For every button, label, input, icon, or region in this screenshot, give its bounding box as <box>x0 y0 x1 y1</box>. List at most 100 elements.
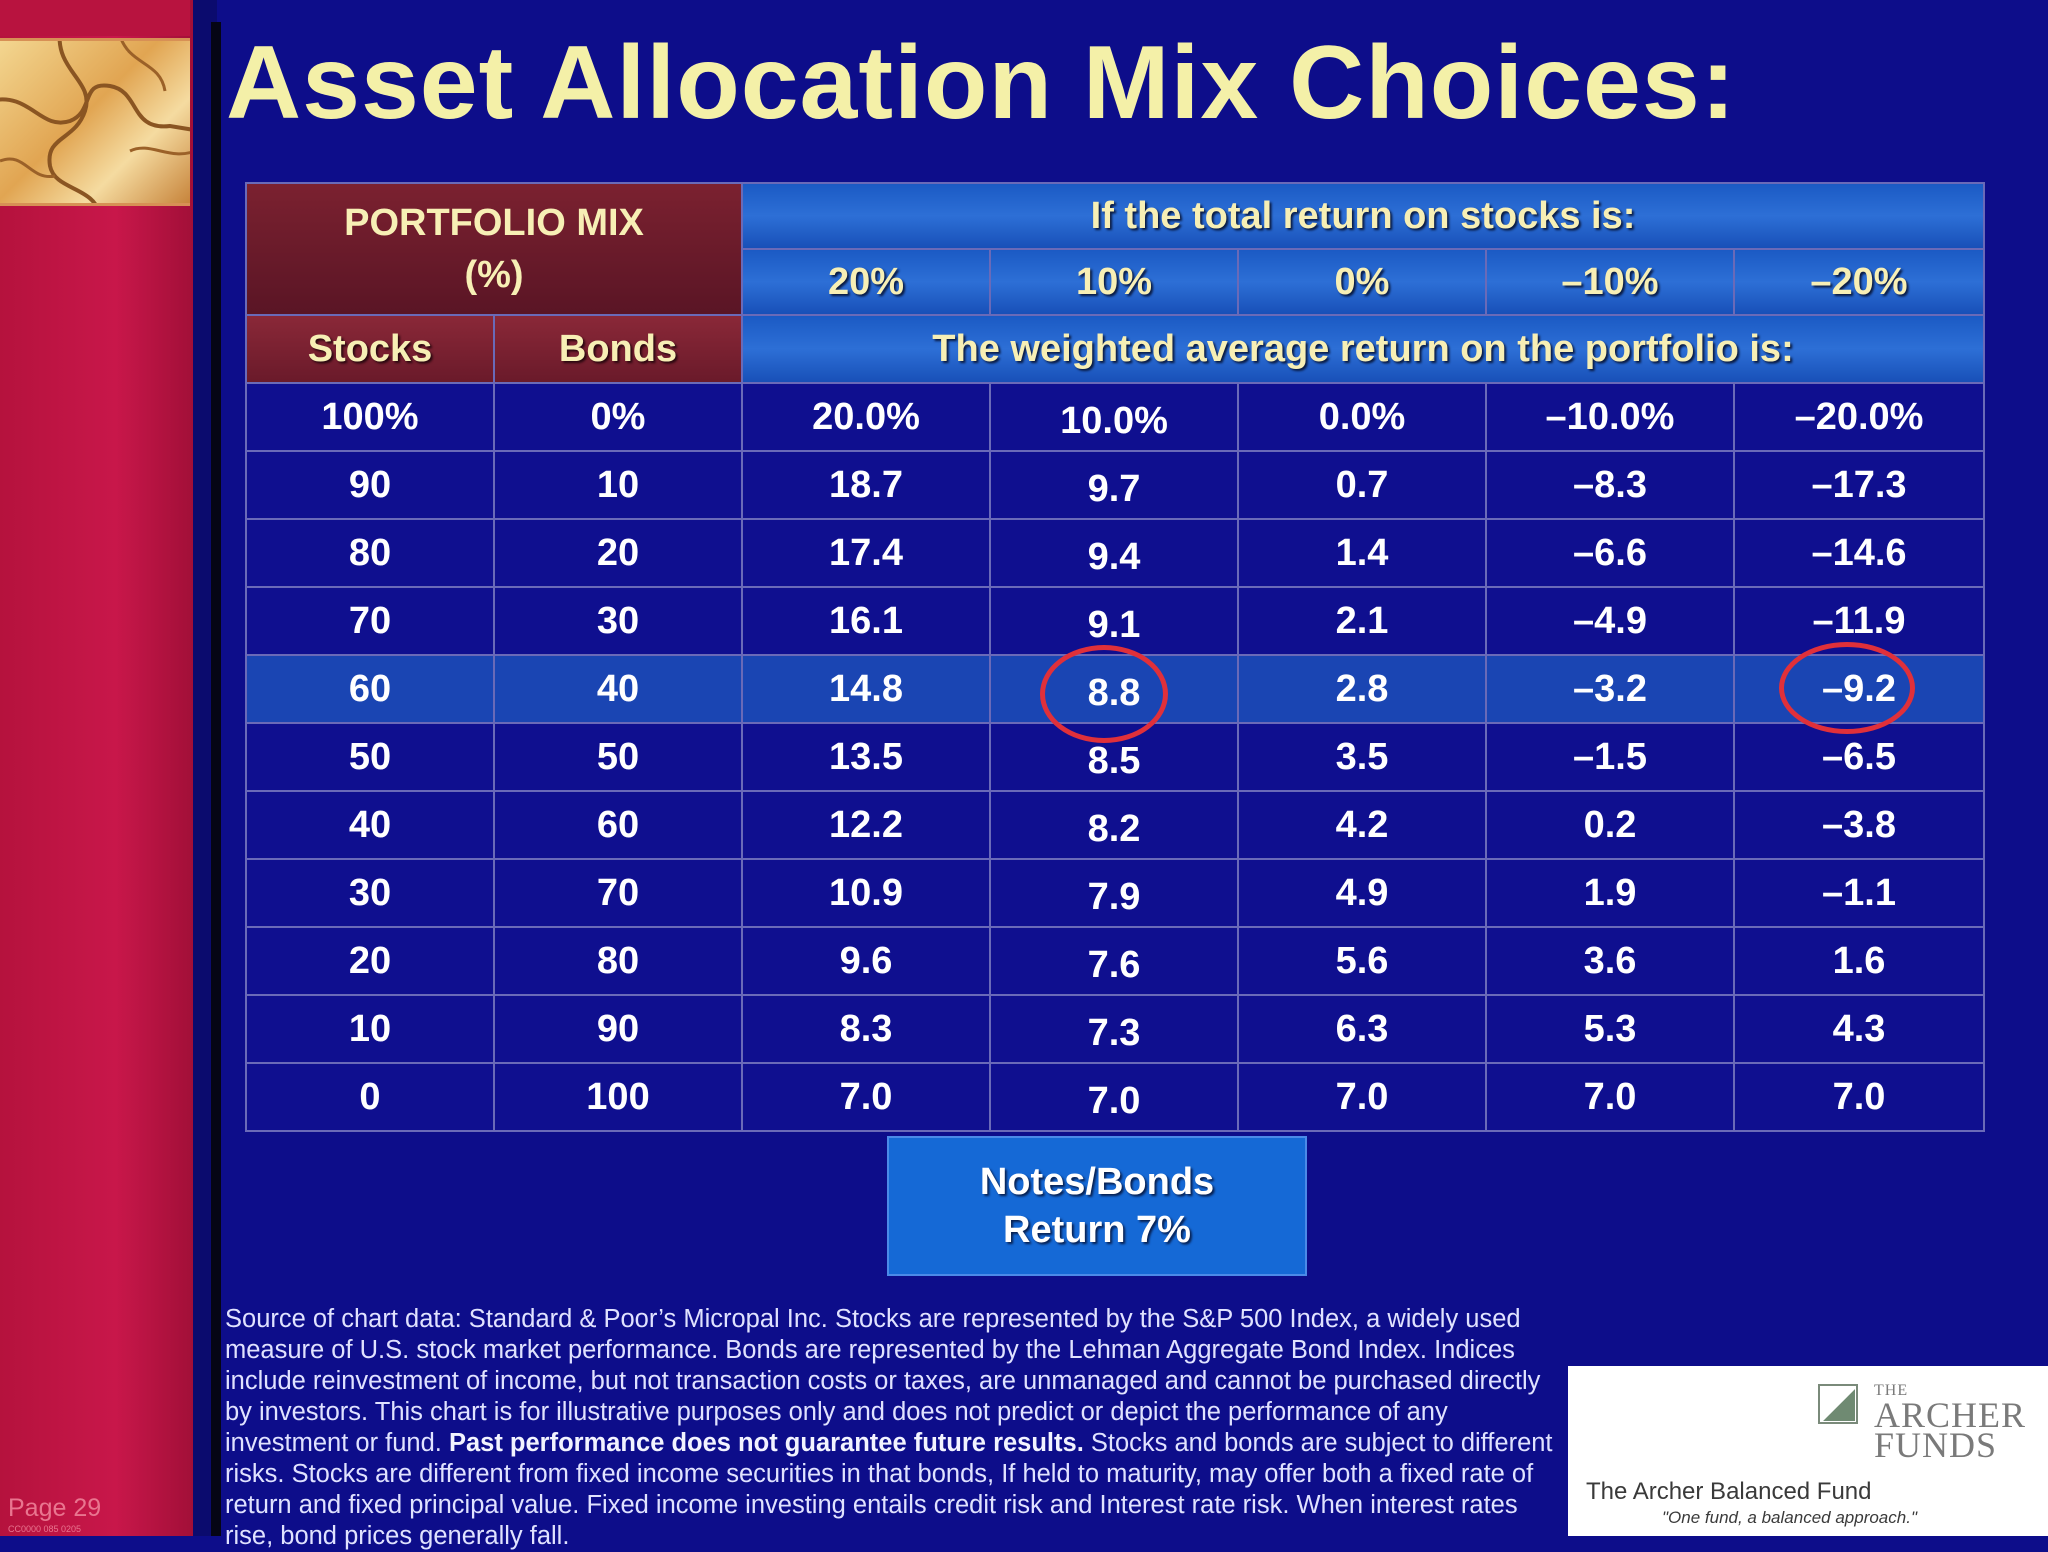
portfolio-mix-header-line1: PORTFOLIO MIX <box>344 202 644 244</box>
bonds-cell: 40 <box>493 654 743 724</box>
weighted-return-header: The weighted average return on the portf… <box>740 314 1986 384</box>
table-row: 40 60 12.2 8.2 4.2 0.2 –3.8 <box>245 790 1986 860</box>
disclaimer-part1: Source of chart data: Standard & Poor’s … <box>225 1305 1541 1457</box>
table-row: 70 30 16.1 9.1 2.1 –4.9 –11.9 <box>245 586 1986 656</box>
return-cell: –6.5 <box>1732 722 1986 792</box>
return-cell: 5.3 <box>1485 994 1735 1064</box>
table-row: 100% 0% 20.0% 10.0% 0.0% –10.0% –20.0% <box>245 382 1986 452</box>
table-row: 80 20 17.4 9.4 1.4 –6.6 –14.6 <box>245 518 1986 588</box>
bonds-cell: 80 <box>493 926 743 996</box>
bonds-cell: 20 <box>493 518 743 588</box>
portfolio-mix-header-line2: (%) <box>464 254 524 296</box>
table-row: 30 70 10.9 7.9 4.9 1.9 –1.1 <box>245 858 1986 928</box>
return-cell: 3.6 <box>1485 926 1735 996</box>
stocks-return-header: If the total return on stocks is: <box>740 182 1986 250</box>
stocks-cell: 60 <box>245 654 495 724</box>
return-cell: 9.6 <box>741 926 991 996</box>
return-cell: 1.6 <box>1732 926 1986 996</box>
return-cell: 8.2 <box>989 790 1239 860</box>
portfolio-mix-header: PORTFOLIO MIX (%) <box>245 182 743 316</box>
fund-name: The Archer Balanced Fund <box>1586 1478 1872 1505</box>
return-cell: –14.6 <box>1732 518 1986 588</box>
bonds-cell: 70 <box>493 858 743 928</box>
highlight-circle-10pct <box>1040 645 1168 743</box>
table-row: 10 90 8.3 7.3 6.3 5.3 4.3 <box>245 994 1986 1064</box>
stocks-cell: 50 <box>245 722 495 792</box>
return-cell: –3.8 <box>1732 790 1986 860</box>
highlight-circle-minus20pct <box>1779 642 1915 734</box>
return-cell: –20.0% <box>1732 382 1986 452</box>
stocks-cell: 80 <box>245 518 495 588</box>
return-cell: 10.0% <box>989 382 1239 452</box>
return-cell: 10.9 <box>741 858 991 928</box>
disclaimer-bold: Past performance does not guarantee futu… <box>448 1429 1084 1457</box>
return-cell: 7.0 <box>989 1062 1239 1132</box>
archer-funds-logo-panel: THE ARCHER FUNDS The Archer Balanced Fun… <box>1568 1366 2048 1536</box>
page-title: Asset Allocation Mix Choices: <box>226 25 1737 141</box>
sidebar-top-strip <box>0 0 190 36</box>
bonds-cell: 10 <box>493 450 743 520</box>
stocks-cell: 30 <box>245 858 495 928</box>
return-cell: 1.4 <box>1237 518 1487 588</box>
bonds-cell: 0% <box>493 382 743 452</box>
bonds-cell: 50 <box>493 722 743 792</box>
bonds-column-header: Bonds <box>493 314 743 384</box>
return-cell: –10.0% <box>1485 382 1735 452</box>
disclaimer-text: Source of chart data: Standard & Poor’s … <box>225 1304 1565 1552</box>
puzzle-image <box>0 38 190 206</box>
return-cell: 9.1 <box>989 586 1239 656</box>
archer-logo-icon <box>1818 1384 1858 1424</box>
notes-bonds-return-box: Notes/Bonds Return 7% <box>887 1136 1307 1276</box>
return-cell: 4.2 <box>1237 790 1487 860</box>
return-cell: –4.9 <box>1485 586 1735 656</box>
return-cell: 7.9 <box>989 858 1239 928</box>
scenario-header: 20% <box>741 248 991 316</box>
fund-tagline: "One fund, a balanced approach." <box>1662 1508 1917 1527</box>
document-code: CC0000 085 0205 <box>8 1524 82 1534</box>
logo-archer: ARCHER <box>1874 1395 2027 1435</box>
return-cell: 5.6 <box>1237 926 1487 996</box>
stocks-cell: 70 <box>245 586 495 656</box>
stocks-cell: 90 <box>245 450 495 520</box>
table-row: 20 80 9.6 7.6 5.6 3.6 1.6 <box>245 926 1986 996</box>
return-cell: 12.2 <box>741 790 991 860</box>
sidebar-band <box>0 0 193 1536</box>
scenario-header: 0% <box>1237 248 1487 316</box>
bonds-cell: 30 <box>493 586 743 656</box>
stocks-cell: 100% <box>245 382 495 452</box>
stocks-cell: 0 <box>245 1062 495 1132</box>
stocks-cell: 20 <box>245 926 495 996</box>
stocks-cell: 40 <box>245 790 495 860</box>
return-cell: –3.2 <box>1485 654 1735 724</box>
return-cell: 0.7 <box>1237 450 1487 520</box>
return-cell: 2.1 <box>1237 586 1487 656</box>
page-number: Page 29 <box>8 1494 102 1522</box>
allocation-table: PORTFOLIO MIX (%) If the total return on… <box>245 182 1986 1132</box>
return-cell: –1.1 <box>1732 858 1986 928</box>
return-cell: –17.3 <box>1732 450 1986 520</box>
return-cell: 7.0 <box>1732 1062 1986 1132</box>
logo-funds: FUNDS <box>1874 1425 1998 1465</box>
return-cell: 7.3 <box>989 994 1239 1064</box>
return-cell: 8.3 <box>741 994 991 1064</box>
return-cell: 0.0% <box>1237 382 1487 452</box>
scenario-header: 10% <box>989 248 1239 316</box>
return-cell: 16.1 <box>741 586 991 656</box>
return-cell: 6.3 <box>1237 994 1487 1064</box>
return-cell: 7.0 <box>1485 1062 1735 1132</box>
table-row: 0 100 7.0 7.0 7.0 7.0 7.0 <box>245 1062 1986 1132</box>
return-cell: 3.5 <box>1237 722 1487 792</box>
stocks-column-header: Stocks <box>245 314 495 384</box>
return-cell: 1.9 <box>1485 858 1735 928</box>
scenario-header: –20% <box>1732 248 1986 316</box>
return-cell: 4.3 <box>1732 994 1986 1064</box>
return-cell: 7.0 <box>1237 1062 1487 1132</box>
stocks-cell: 10 <box>245 994 495 1064</box>
return-cell: 13.5 <box>741 722 991 792</box>
bonds-cell: 90 <box>493 994 743 1064</box>
return-cell: –8.3 <box>1485 450 1735 520</box>
return-cell: 18.7 <box>741 450 991 520</box>
return-cell: 7.6 <box>989 926 1239 996</box>
return-cell: 7.0 <box>741 1062 991 1132</box>
return-cell: –1.5 <box>1485 722 1735 792</box>
